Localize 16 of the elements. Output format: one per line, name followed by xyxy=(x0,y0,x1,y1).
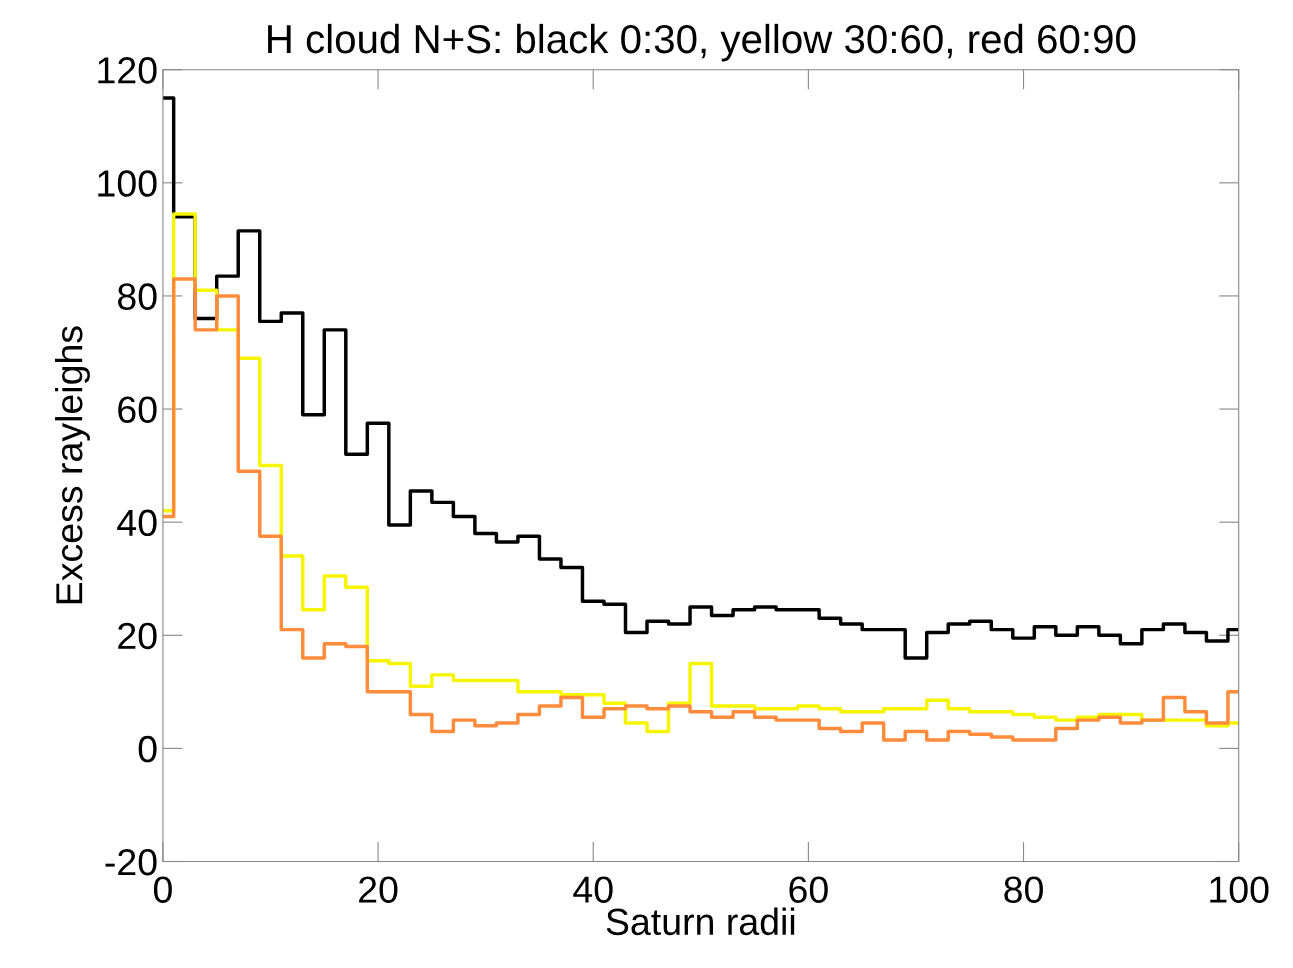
y-tick-label: -20 xyxy=(105,848,157,876)
y-axis-title: Excess rayleighs xyxy=(54,326,90,604)
x-axis-title: Saturn radii xyxy=(606,907,795,936)
y-tick-label: 100 xyxy=(98,170,157,197)
x-tick-label: 80 xyxy=(1004,876,1043,903)
x-tick-label: 60 xyxy=(789,876,828,903)
x-tick-label: 100 xyxy=(1210,876,1269,903)
chart-title: H cloud N+S: black 0:30, yellow 30:60, red 60:90 xyxy=(268,23,1136,62)
y-tick-label: 80 xyxy=(117,283,157,310)
y-tick-label: 60 xyxy=(118,396,157,424)
y-tick-label: 120 xyxy=(98,57,157,84)
x-tick-label: 20 xyxy=(359,876,398,903)
y-tick-label: 20 xyxy=(118,622,157,650)
y-tick-label: 0 xyxy=(138,735,157,763)
y-tick-label: 40 xyxy=(117,509,157,537)
x-tick-label: 40 xyxy=(573,876,613,903)
